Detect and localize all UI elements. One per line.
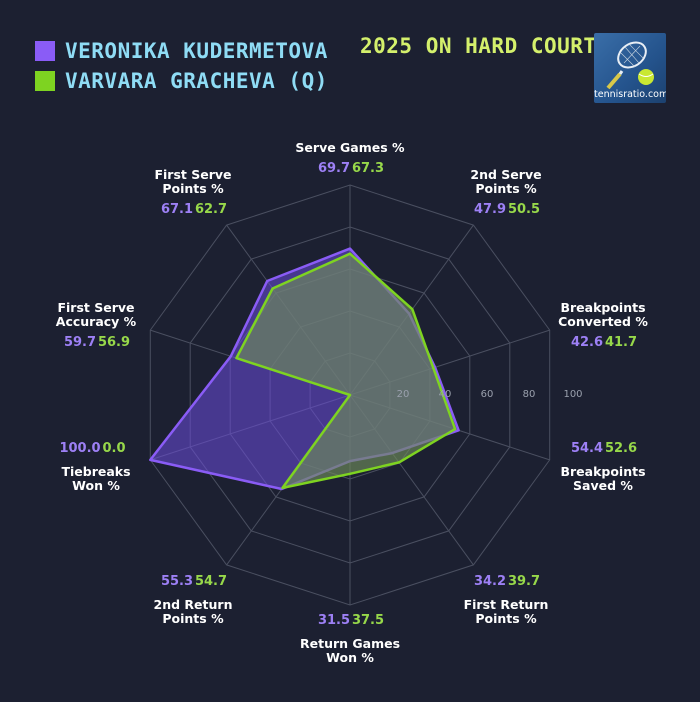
axis-title: 2nd Return (154, 597, 233, 612)
legend: VERONIKA KUDERMETOVA VARVARA GRACHEVA (Q… (35, 36, 328, 96)
value-label-player-b: 62.7 (195, 202, 227, 217)
axis-title: Accuracy % (56, 314, 137, 329)
value-label-player-a: 34.2 (474, 574, 506, 589)
chart-heading: 2025 ON HARD COURTS (360, 34, 610, 58)
value-label-player-b: 67.3 (352, 161, 384, 176)
axis-title: Return Games (300, 636, 400, 651)
legend-swatch-player-a (35, 41, 55, 61)
axis-title: Converted % (558, 314, 648, 329)
tennisratio-logo: tennisratio.com (594, 33, 666, 103)
legend-label-player-a: VERONIKA KUDERMETOVA (65, 39, 328, 63)
r-tick-label: 80 (523, 389, 536, 400)
value-label-player-b: 41.7 (605, 335, 637, 350)
value-label-player-b: 37.5 (352, 613, 384, 628)
value-label-player-a: 31.5 (318, 613, 350, 628)
value-label-player-a: 55.3 (161, 574, 193, 589)
value-label-player-b: 56.9 (98, 335, 130, 350)
legend-item-player-b: VARVARA GRACHEVA (Q) (35, 66, 328, 96)
axis-title: Points % (475, 611, 537, 626)
axis-title: Points % (162, 611, 224, 626)
axis-title: Breakpoints (560, 464, 645, 479)
axis-title: Points % (475, 181, 537, 196)
value-label-player-a: 67.1 (161, 202, 193, 217)
series-b-polygon (235, 252, 457, 490)
value-label-player-b: 50.5 (508, 202, 540, 217)
value-label-player-b: 54.7 (195, 574, 227, 589)
legend-swatch-player-b (35, 71, 55, 91)
value-label-player-a: 69.7 (318, 161, 350, 176)
axis-title: First Serve (57, 300, 134, 315)
axis-title: First Serve (154, 167, 231, 182)
value-label-player-a: 59.7 (64, 335, 96, 350)
r-tick-label: 100 (563, 389, 582, 400)
legend-label-player-b: VARVARA GRACHEVA (Q) (65, 69, 328, 93)
r-tick-label: 40 (439, 389, 452, 400)
legend-item-player-a: VERONIKA KUDERMETOVA (35, 36, 328, 66)
value-label-player-b: 52.6 (605, 441, 637, 456)
axis-title: Tiebreaks (61, 464, 130, 479)
axis-title: 2nd Serve (470, 167, 541, 182)
value-label-player-a: 42.6 (571, 335, 603, 350)
axis-title: Saved % (573, 478, 633, 493)
value-label-player-b: 0.0 (102, 441, 125, 456)
axis-title: First Return (464, 597, 549, 612)
axis-title: Serve Games % (295, 140, 405, 155)
value-label-player-a: 54.4 (571, 441, 603, 456)
value-label-player-a: 100.0 (59, 441, 100, 456)
axis-title: Points % (162, 181, 224, 196)
value-label-player-b: 39.7 (508, 574, 540, 589)
axis-title: Won % (326, 650, 374, 665)
r-tick-label: 60 (481, 389, 494, 400)
value-label-player-a: 47.9 (474, 202, 506, 217)
axis-title: Breakpoints (560, 300, 645, 315)
r-tick-label: 20 (397, 389, 410, 400)
logo-text: tennisratio.com (594, 89, 666, 100)
axis-title: Won % (72, 478, 120, 493)
tennis-racket-icon (606, 41, 654, 90)
